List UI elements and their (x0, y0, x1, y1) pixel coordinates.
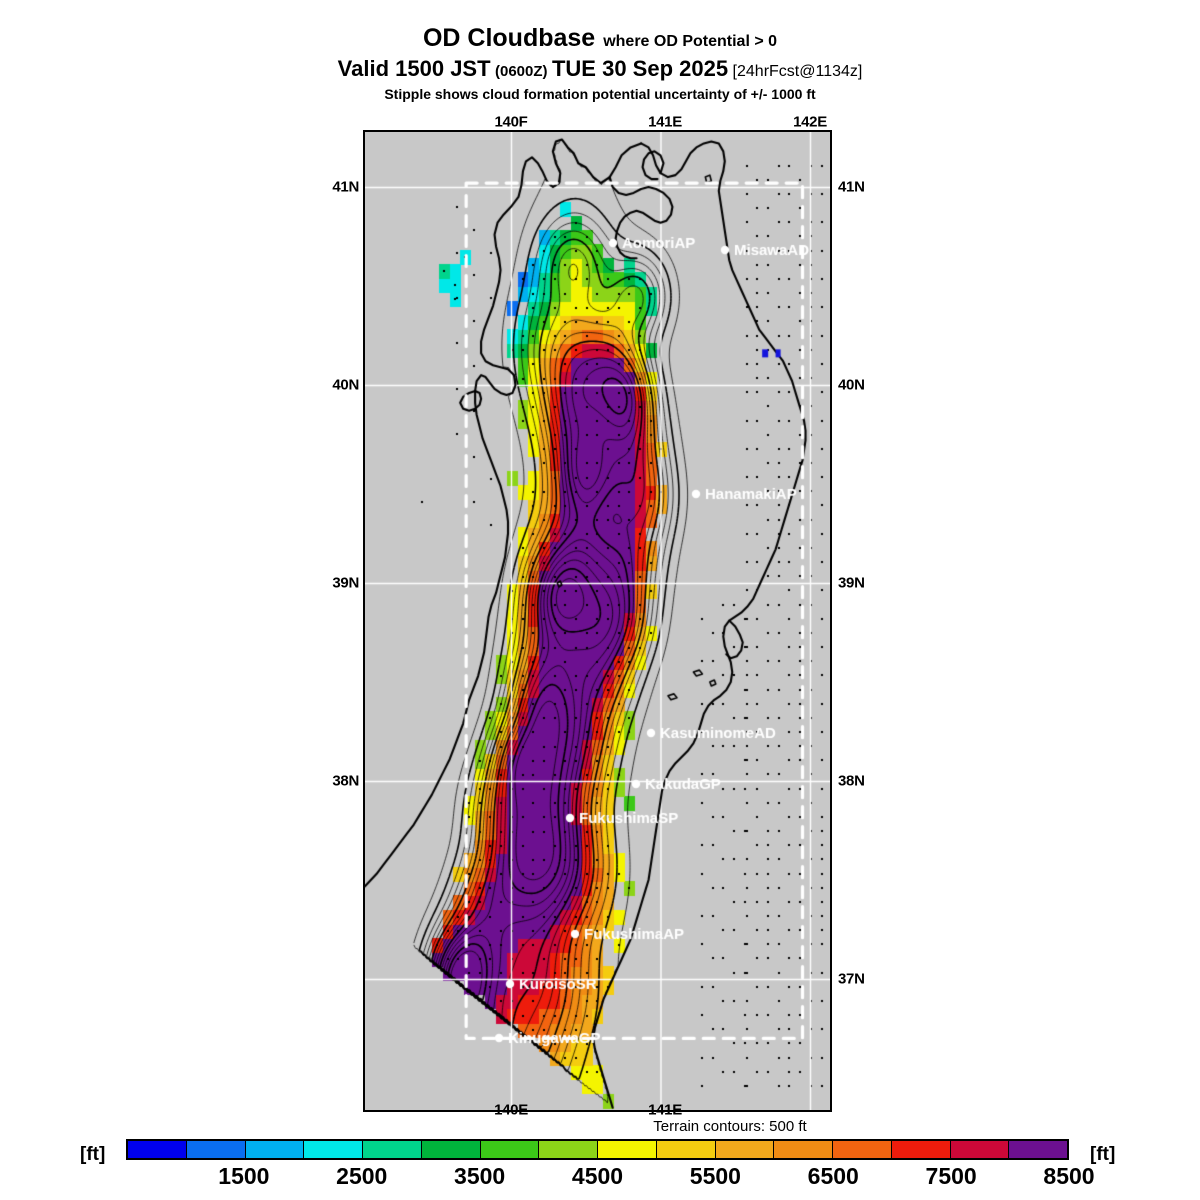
page-title: OD Cloudbase (422, 24, 596, 52)
colorbar-segment-5 (421, 1141, 481, 1158)
lon-label-bottom-140E: 140E (494, 1101, 528, 1119)
title-block: OD Cloudbase where OD Potential > 0 Valid… (0, 26, 1200, 102)
title-line-2: Valid 1500 JST (0600Z) TUE 30 Sep 2025 [… (0, 58, 1200, 80)
colorbar-tick-5500: 5500 (689, 1163, 741, 1189)
lat-label-right-40N: 40N (838, 376, 865, 394)
colorbar-tick-4500: 4500 (571, 1163, 624, 1189)
colorbar-tick-6500: 6500 (807, 1163, 859, 1189)
lat-label-right-37N: 37N (838, 970, 865, 988)
valid-date: TUE 30 Sep 2025 (551, 56, 729, 81)
colorbar-segment-14 (950, 1141, 1010, 1158)
lat-label-left-38N: 38N (332, 772, 359, 790)
colorbar[interactable] (126, 1139, 1069, 1160)
colorbar-segment-10 (715, 1141, 775, 1158)
colorbar-segment-3 (304, 1141, 363, 1158)
colorbar-tick-7500: 7500 (925, 1163, 977, 1189)
lat-label-right-39N: 39N (838, 574, 865, 592)
map-frame[interactable] (363, 130, 832, 1112)
colorbar-segment-6 (480, 1141, 540, 1158)
lon-label-bottom-141E: 141E (648, 1101, 682, 1119)
lat-label-left-41N: 41N (332, 178, 359, 196)
colorbar-tick-2500: 2500 (336, 1163, 388, 1189)
colorbar-segment-2 (245, 1141, 305, 1158)
lat-label-left-39N: 39N (332, 574, 359, 592)
lat-label-left-40N: 40N (332, 376, 359, 394)
colorbar-unit-left: [ft] (80, 1144, 106, 1165)
forecast-stamp: [24hrFcst@1134z] (732, 63, 863, 80)
map-plot-canvas[interactable] (365, 132, 830, 1110)
colorbar-segment-1 (186, 1141, 246, 1158)
lon-label-top-141E: 141E (648, 113, 682, 131)
colorbar-segment-15 (1009, 1141, 1067, 1158)
colorbar-segment-13 (891, 1141, 951, 1158)
colorbar-segment-8 (598, 1141, 657, 1158)
colorbar-segment-4 (363, 1141, 422, 1158)
terrain-contour-note: Terrain contours: 500 ft (653, 1118, 807, 1135)
colorbar-segment-0 (128, 1141, 187, 1158)
title-line-1: OD Cloudbase where OD Potential > 0 (0, 26, 1200, 51)
title-condition: where OD Potential > 0 (603, 33, 778, 50)
colorbar-ticks: 1500 2500 3500 4500 5500 6500 7500 8500 (126, 1163, 1094, 1193)
lat-label-right-41N: 41N (838, 178, 865, 196)
colorbar-segment-11 (774, 1141, 833, 1158)
stipple-note: Stipple shows cloud formation potential … (384, 86, 816, 102)
lon-label-top-142E: 142E (793, 113, 827, 131)
colorbar-unit-right: [ft] (1090, 1144, 1116, 1165)
lon-label-top-140F: 140F (494, 113, 528, 131)
colorbar-segment-12 (833, 1141, 892, 1158)
colorbar-tick-8500: 8500 (1043, 1163, 1095, 1189)
lat-label-right-38N: 38N (838, 772, 865, 790)
valid-time: Valid 1500 JST (337, 56, 491, 81)
colorbar-tick-3500: 3500 (454, 1163, 506, 1189)
valid-time-utc: (0600Z) (495, 63, 548, 80)
colorbar-segment-7 (539, 1141, 598, 1158)
colorbar-segment-9 (656, 1141, 716, 1158)
colorbar-tick-1500: 1500 (218, 1163, 270, 1189)
